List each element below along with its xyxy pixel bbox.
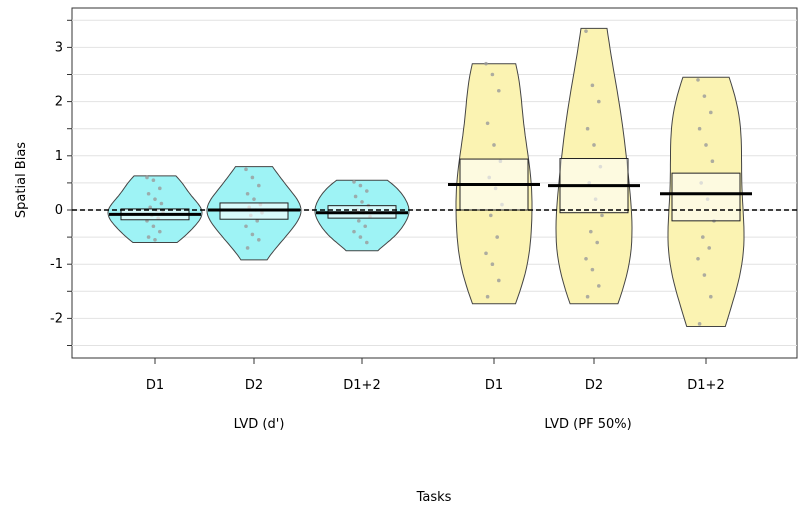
data-point — [592, 143, 596, 147]
data-point — [159, 201, 164, 206]
group-label-0: LVD (d') — [234, 417, 285, 432]
y-tick-label: -1 — [50, 257, 63, 272]
data-point — [257, 238, 261, 242]
data-point — [158, 186, 162, 191]
data-point — [158, 229, 162, 234]
data-point — [145, 175, 149, 180]
data-point — [697, 126, 702, 131]
data-point — [358, 235, 363, 239]
data-point — [244, 224, 248, 229]
data-point — [497, 278, 501, 283]
data-point — [701, 235, 705, 239]
data-point — [590, 83, 595, 88]
data-point — [365, 189, 369, 193]
data-point — [151, 178, 156, 182]
data-point — [497, 88, 501, 93]
y-tick-label: 2 — [55, 95, 63, 110]
data-point — [704, 143, 708, 147]
data-point — [151, 224, 156, 229]
data-point — [250, 175, 255, 180]
data-point — [153, 238, 157, 242]
data-point — [365, 240, 369, 245]
data-point — [352, 180, 356, 184]
data-point — [146, 235, 151, 239]
data-point — [492, 143, 496, 147]
y-axis-label: Spatial Bias — [14, 142, 29, 218]
data-point — [585, 294, 590, 299]
data-point — [696, 78, 700, 82]
data-point — [597, 99, 601, 104]
data-point — [702, 273, 707, 277]
data-point — [597, 284, 601, 288]
data-point — [490, 72, 495, 77]
data-point — [357, 219, 361, 223]
data-point — [352, 229, 356, 234]
data-point — [250, 232, 255, 237]
x-tick-label-4: D2 — [585, 378, 603, 393]
group-label-1: LVD (PF 50%) — [544, 417, 631, 432]
data-point — [358, 183, 363, 188]
data-point — [363, 224, 368, 229]
data-point — [484, 61, 488, 66]
data-point — [146, 191, 151, 196]
data-point — [153, 197, 157, 201]
y-tick-label: 0 — [55, 203, 63, 218]
data-point — [490, 262, 495, 267]
x-tick-label-1: D2 — [245, 378, 263, 393]
data-point — [585, 126, 590, 131]
data-point — [485, 121, 490, 126]
data-point — [590, 267, 595, 272]
x-tick-label-2: D1+2 — [343, 378, 380, 393]
data-point — [707, 246, 711, 250]
data-point — [495, 235, 500, 239]
x-tick-label-3: D1 — [485, 378, 503, 393]
data-point — [584, 256, 588, 261]
data-point — [484, 251, 488, 256]
data-point — [360, 200, 364, 204]
data-point — [600, 213, 604, 218]
data-point — [245, 246, 250, 250]
data-point — [589, 229, 593, 234]
data-point — [584, 29, 588, 33]
box-5 — [671, 172, 741, 222]
data-point — [709, 110, 713, 115]
y-tick-label: -2 — [50, 311, 63, 326]
data-point — [709, 294, 713, 299]
data-point — [353, 194, 358, 199]
data-point — [595, 240, 599, 245]
data-point — [252, 197, 256, 201]
x-tick-label-5: D1+2 — [687, 378, 724, 393]
data-point — [245, 191, 250, 196]
data-point — [696, 256, 700, 261]
data-point — [255, 219, 259, 223]
data-point — [148, 205, 152, 210]
y-tick-label: 1 — [55, 149, 63, 164]
data-point — [697, 322, 702, 326]
data-point — [244, 167, 248, 172]
x-tick-label-0: D1 — [146, 378, 164, 393]
y-tick-label: 3 — [55, 40, 63, 55]
data-point — [489, 213, 493, 218]
data-point — [257, 183, 261, 188]
data-point — [710, 159, 715, 164]
data-point — [702, 94, 707, 98]
x-axis-label: Tasks — [416, 490, 452, 505]
data-point — [485, 294, 490, 299]
